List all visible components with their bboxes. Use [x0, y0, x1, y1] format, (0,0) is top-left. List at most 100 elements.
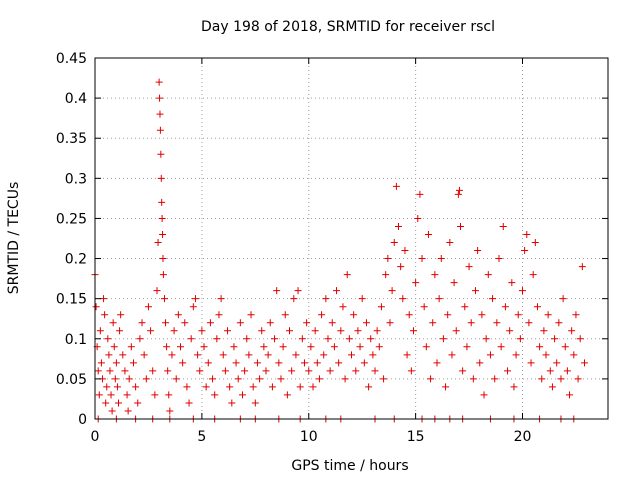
- data-point: [429, 319, 437, 327]
- plot-frame: [94, 57, 609, 420]
- data-point: [482, 335, 490, 343]
- y-tick-label: 0.45: [56, 51, 87, 67]
- data-point: [102, 399, 110, 407]
- data-point: [292, 351, 300, 359]
- data-point: [200, 343, 208, 351]
- data-point: [341, 375, 349, 383]
- data-point: [399, 295, 407, 303]
- data-point: [264, 351, 272, 359]
- data-point: [288, 367, 296, 375]
- data-point: [307, 343, 315, 351]
- data-point: [455, 186, 463, 194]
- data-point: [531, 239, 539, 247]
- data-point: [514, 311, 522, 319]
- data-point: [159, 255, 167, 263]
- data-point: [183, 383, 191, 391]
- data-point: [144, 303, 152, 311]
- data-point: [501, 303, 509, 311]
- data-point: [115, 399, 123, 407]
- data-point: [467, 319, 475, 327]
- data-point: [348, 351, 355, 359]
- data-point: [414, 214, 422, 222]
- data-point: [561, 343, 569, 351]
- y-tick-label: 0: [78, 412, 87, 428]
- y-tick-label: 0.1: [65, 332, 87, 348]
- data-point: [174, 311, 182, 319]
- data-point: [166, 407, 174, 415]
- data-point: [322, 295, 330, 303]
- data-point: [474, 247, 482, 255]
- data-point: [224, 327, 232, 335]
- data-point: [484, 271, 492, 279]
- data-point: [324, 335, 332, 343]
- data-point: [540, 327, 548, 335]
- data-point: [142, 375, 150, 383]
- data-point: [117, 311, 125, 319]
- data-point: [300, 359, 308, 367]
- data-point: [96, 327, 104, 335]
- data-points: [91, 78, 588, 423]
- data-point: [230, 343, 238, 351]
- data-point: [427, 375, 435, 383]
- data-point: [253, 359, 261, 367]
- y-tick-label: 0.3: [65, 171, 87, 187]
- data-point: [356, 343, 364, 351]
- data-point: [448, 351, 456, 359]
- data-point: [196, 367, 204, 375]
- data-point: [234, 375, 242, 383]
- data-point: [221, 367, 229, 375]
- data-point: [563, 367, 571, 375]
- x-tick-label: 5: [197, 429, 206, 445]
- data-point: [320, 351, 328, 359]
- data-point: [499, 222, 507, 230]
- data-point: [241, 367, 249, 375]
- data-point: [508, 279, 516, 287]
- data-point: [401, 247, 409, 255]
- data-point: [337, 327, 345, 335]
- chart-title: Day 198 of 2018, SRMTID for receiver rsc…: [201, 19, 495, 35]
- data-point: [245, 351, 253, 359]
- data-point: [187, 335, 195, 343]
- data-point: [124, 407, 132, 415]
- data-point: [189, 303, 197, 311]
- data-point: [523, 230, 531, 238]
- data-point: [384, 255, 392, 263]
- data-point: [463, 343, 471, 351]
- data-point: [452, 327, 460, 335]
- data-point: [536, 343, 544, 351]
- data-point: [495, 255, 503, 263]
- data-point: [512, 351, 520, 359]
- data-point: [105, 351, 113, 359]
- data-point: [525, 319, 533, 327]
- data-point: [431, 271, 439, 279]
- data-point: [371, 367, 379, 375]
- data-point: [416, 190, 424, 198]
- data-point: [369, 351, 377, 359]
- data-point: [303, 319, 311, 327]
- data-point: [198, 327, 206, 335]
- data-point: [266, 319, 274, 327]
- data-point: [318, 311, 326, 319]
- data-point: [236, 319, 244, 327]
- data-point: [437, 255, 445, 263]
- data-point: [459, 367, 467, 375]
- data-point: [116, 327, 124, 335]
- data-point: [305, 367, 313, 375]
- data-point: [163, 343, 171, 351]
- data-point: [136, 335, 144, 343]
- data-point: [506, 327, 514, 335]
- data-point: [345, 335, 353, 343]
- data-point: [206, 319, 214, 327]
- data-point: [352, 367, 360, 375]
- data-point: [290, 295, 298, 303]
- data-point: [392, 182, 400, 190]
- data-point: [493, 319, 501, 327]
- data-point: [454, 190, 462, 198]
- data-point: [328, 319, 336, 327]
- x-tick-label: 0: [91, 429, 100, 445]
- y-tick-label: 0.2: [65, 252, 87, 268]
- data-point: [125, 375, 133, 383]
- data-point: [202, 383, 210, 391]
- y-tick-labels: 0 0.05 0.1 0.15 0.2 0.25 0.3 0.35 0.4 0.45: [56, 51, 87, 428]
- data-point: [94, 367, 102, 375]
